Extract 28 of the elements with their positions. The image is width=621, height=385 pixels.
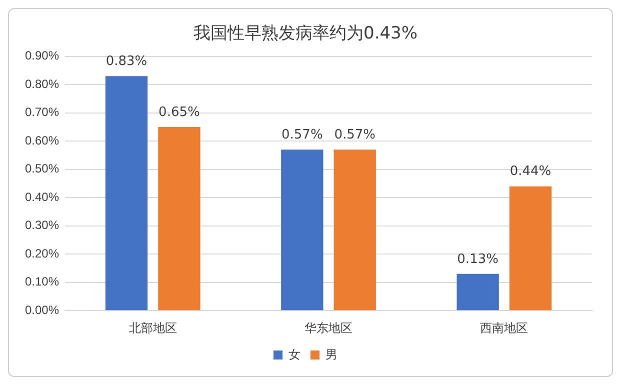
y-tick-label: 0.10%	[24, 274, 60, 289]
data-label: 0.44%	[510, 164, 552, 180]
data-label: 0.65%	[158, 104, 200, 120]
bar	[334, 150, 376, 310]
bar	[509, 186, 552, 310]
x-tick-label: 华东地区	[304, 321, 353, 336]
y-tick-label: 0.90%	[24, 48, 60, 63]
x-tick-label: 北部地区	[128, 321, 177, 336]
bar	[281, 150, 324, 310]
y-tick-label: 0.70%	[24, 105, 60, 120]
bar	[158, 127, 200, 310]
data-label: 0.57%	[334, 127, 376, 142]
data-label: 0.83%	[106, 54, 148, 70]
y-tick-label: 0.80%	[24, 76, 60, 91]
y-tick-label: 0.30%	[24, 218, 60, 232]
y-tick-label: 0.40%	[24, 190, 60, 204]
legend-label: 男	[326, 347, 338, 362]
chart-title: 我国性早熟发病率约为0.43%	[193, 24, 418, 44]
x-tick-label: 西南地区	[480, 321, 528, 336]
legend-label: 女	[288, 347, 300, 362]
data-label: 0.57%	[282, 127, 323, 142]
bar	[105, 76, 148, 310]
y-tick-label: 0.00%	[24, 302, 60, 317]
y-tick-label: 0.20%	[24, 246, 60, 260]
y-tick-label: 0.50%	[24, 162, 60, 176]
y-tick-label: 0.60%	[24, 133, 60, 148]
bar	[456, 274, 499, 310]
data-label: 0.13%	[457, 252, 498, 267]
